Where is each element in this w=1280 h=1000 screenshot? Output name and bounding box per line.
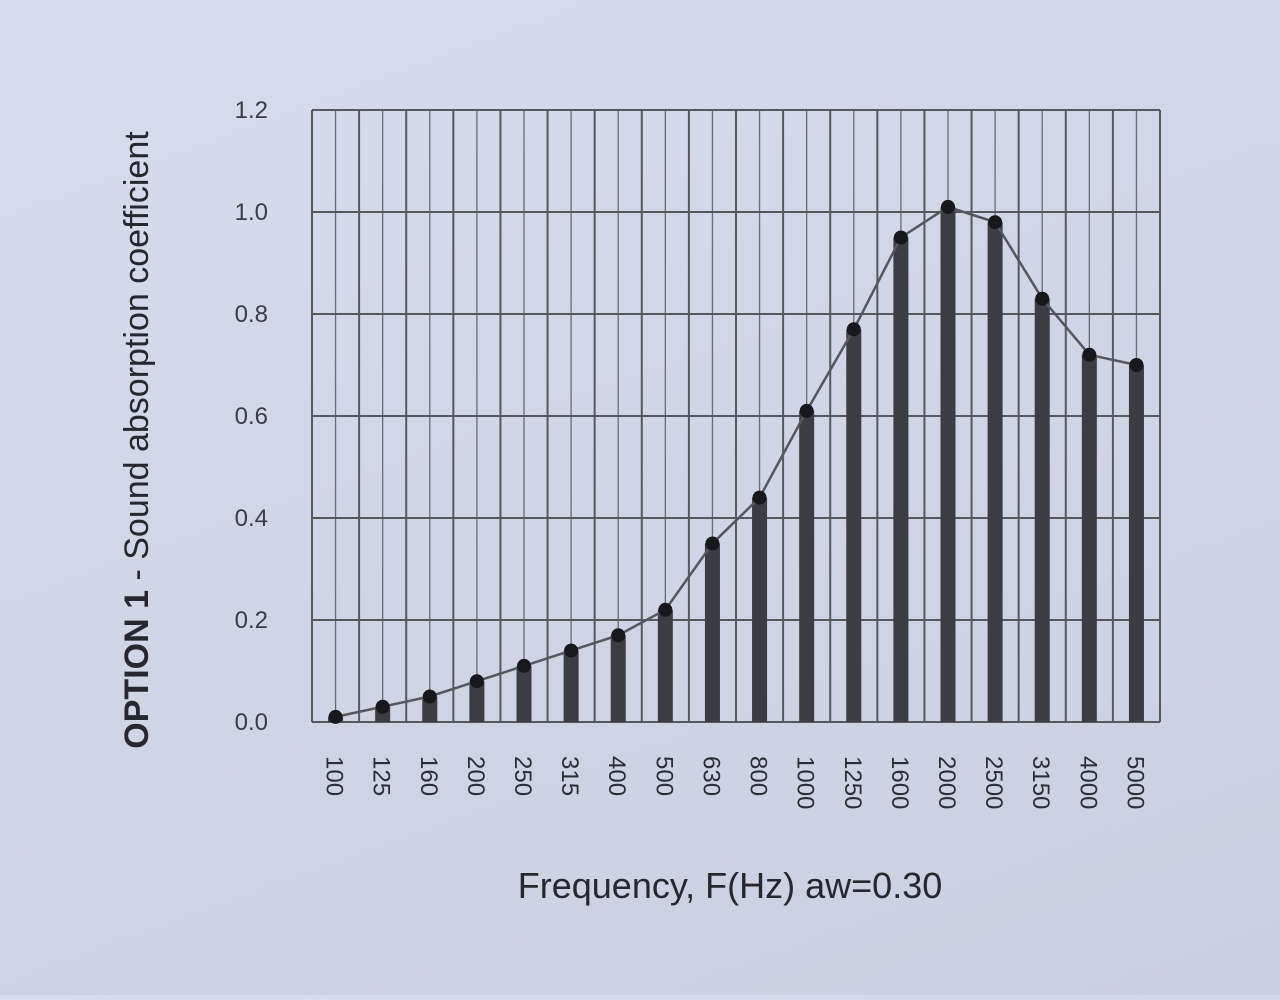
marker-1000 (799, 403, 814, 418)
bar-160 (422, 696, 438, 722)
x-tick-label-200: 200 (462, 756, 489, 796)
y-tick-label-2: 0.4 (235, 505, 268, 532)
y-tick-label-5: 1.0 (235, 199, 268, 226)
x-tick-label-2000: 2000 (933, 756, 960, 809)
bar-200 (469, 681, 485, 722)
marker-315 (564, 643, 579, 658)
bar-4000 (1081, 354, 1097, 722)
x-tick-label-800: 800 (745, 756, 772, 796)
x-tick-label-160: 160 (415, 756, 442, 796)
bar-250 (516, 665, 532, 722)
bar-5000 (1128, 365, 1144, 722)
bar-2500 (987, 222, 1003, 722)
bar-2000 (940, 206, 956, 722)
markers (328, 199, 1144, 724)
x-tick-label-630: 630 (697, 756, 724, 796)
marker-3150 (1035, 291, 1050, 306)
x-tick-label-3150: 3150 (1027, 756, 1054, 809)
marker-100 (328, 709, 343, 724)
bars (328, 206, 1144, 722)
x-tick-label-2500: 2500 (980, 756, 1007, 809)
bar-3150 (1034, 298, 1050, 722)
marker-1600 (893, 230, 908, 245)
marker-160 (422, 689, 437, 704)
x-tick-labels: 100 125 160 200 250 315 400 500 630 800 1000 1250 16… (321, 756, 1149, 809)
x-tick-label-4000: 4000 (1074, 756, 1101, 809)
marker-1250 (846, 322, 861, 337)
bar-1000 (799, 410, 815, 722)
grid (311, 109, 1161, 723)
x-tick-label-1250: 1250 (839, 756, 866, 809)
bar-1250 (846, 329, 862, 722)
bar-500 (657, 609, 673, 722)
bar-630 (704, 543, 720, 722)
series-line (335, 205, 1137, 719)
marker-125 (375, 699, 390, 714)
x-tick-label-400: 400 (603, 756, 630, 796)
x-tick-label-1600: 1600 (886, 756, 913, 809)
y-tick-label-0: 0.0 (235, 709, 268, 736)
y-tick-label-6: 1.2 (235, 97, 268, 124)
x-tick-label-250: 250 (509, 756, 536, 796)
y-axis-title-rest: - Sound absorption coefficient (118, 131, 156, 590)
y-axis-title: OPTION 1 - Sound absorption coefficient (118, 131, 156, 749)
y-axis-title-prefix: OPTION 1 (118, 590, 156, 749)
marker-800 (752, 490, 767, 505)
y-tick-labels: 0.0 0.2 0.4 0.6 0.8 1.0 1.2 (235, 97, 268, 736)
marker-5000 (1129, 358, 1144, 372)
y-tick-label-4: 0.8 (235, 301, 268, 328)
marker-4000 (1082, 347, 1097, 362)
x-tick-label-100: 100 (321, 756, 348, 796)
x-tick-label-1000: 1000 (792, 756, 819, 809)
x-tick-label-500: 500 (650, 756, 677, 796)
y-tick-label-1: 0.2 (235, 607, 268, 634)
bar-400 (610, 635, 626, 722)
bar-800 (752, 497, 768, 722)
bar-1600 (893, 237, 909, 722)
x-tick-label-5000: 5000 (1121, 756, 1148, 809)
x-axis-title: Frequency, F(Hz) aw=0.30 (518, 865, 943, 906)
marker-250 (517, 658, 531, 673)
marker-2500 (988, 215, 1003, 230)
x-tick-label-125: 125 (368, 756, 395, 796)
marker-630 (705, 536, 720, 551)
marker-2000 (941, 199, 955, 214)
marker-400 (611, 628, 626, 643)
marker-500 (658, 602, 673, 617)
x-tick-label-315: 315 (556, 756, 583, 796)
y-tick-label-3: 0.6 (235, 403, 268, 430)
bar-315 (563, 650, 579, 722)
marker-200 (469, 674, 484, 689)
line-series (335, 205, 1137, 719)
